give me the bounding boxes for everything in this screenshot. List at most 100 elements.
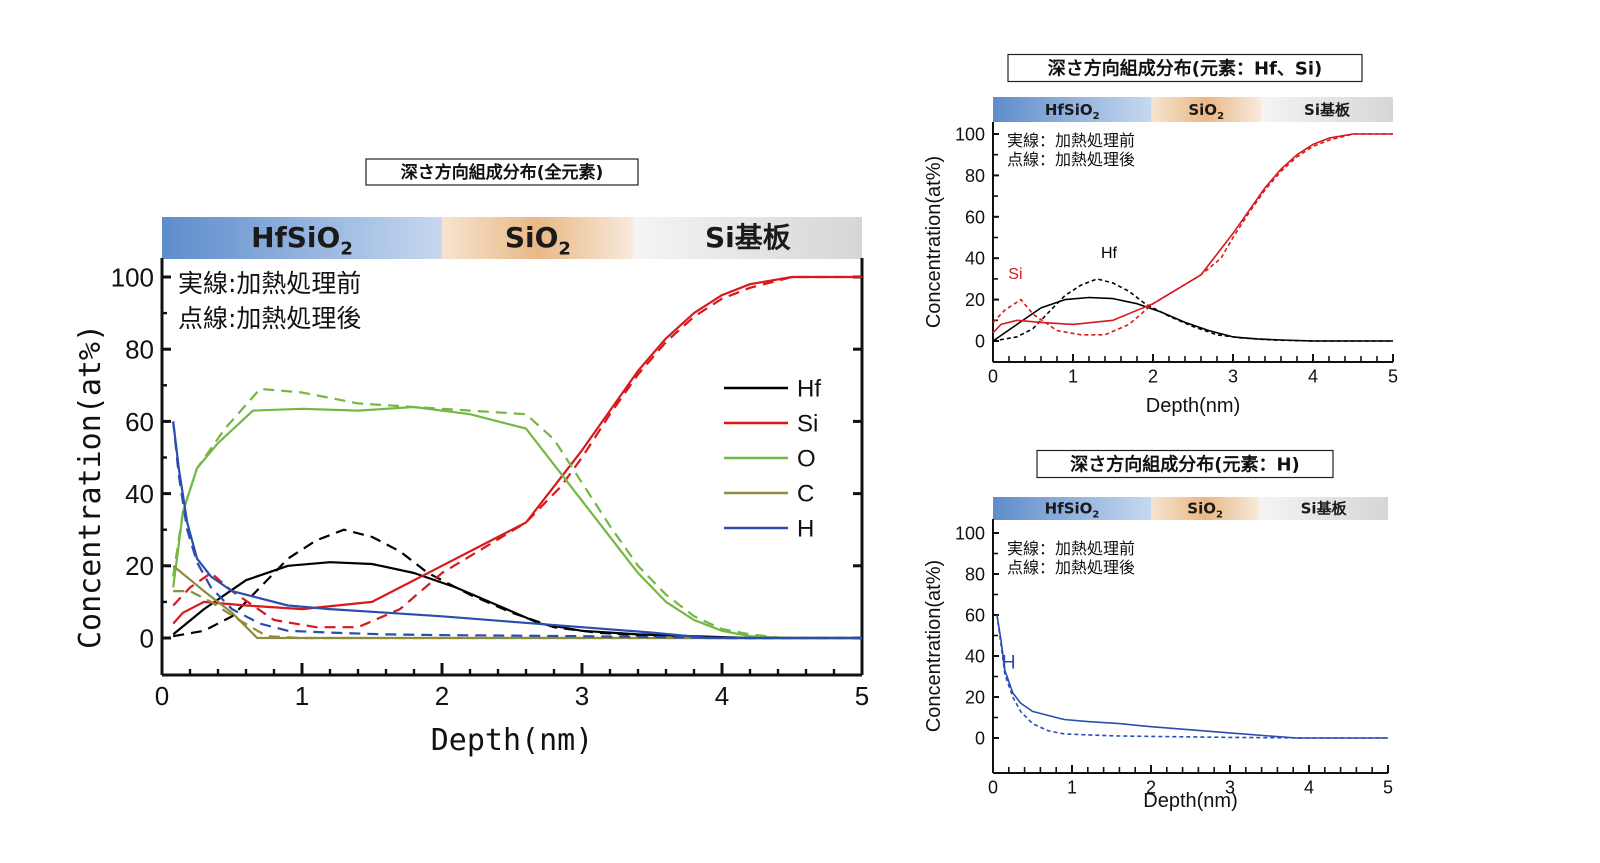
layer-label-text: Si基板 <box>705 221 791 254</box>
layer-label: Si基板 <box>1304 101 1351 119</box>
chart-title-box <box>365 158 639 186</box>
series-group <box>996 614 1388 739</box>
y-tick-label: 60 <box>965 605 985 625</box>
legend-label-h: H <box>797 516 814 543</box>
x-tick-label: 5 <box>1383 778 1393 798</box>
y-tick-label: 100 <box>955 124 985 144</box>
chart-title: 深さ方向組成分布(元素：Hf、Si) <box>1048 57 1322 79</box>
layer-band-3 <box>1259 497 1388 520</box>
x-tick-label: 5 <box>855 681 869 711</box>
legend-label-hf: Hf <box>797 376 821 403</box>
x-tick-label: 1 <box>1068 367 1078 387</box>
x-axis-label: Depth(nm) <box>431 723 594 758</box>
series-label: Hf <box>1101 245 1118 262</box>
series-group <box>992 133 1393 342</box>
series-o-solid <box>172 405 862 640</box>
series-si-solid <box>992 133 1393 334</box>
x-tick-label: 2 <box>435 681 449 711</box>
x-axis-label: Depth(nm) <box>1146 395 1240 417</box>
layer-band-1 <box>993 97 1152 122</box>
line-style-note: 点線:加熱処理後 <box>178 304 361 333</box>
y-tick-label: 0 <box>975 728 985 748</box>
layer-label: Si基板 <box>1301 500 1348 518</box>
layer-band-2 <box>442 217 634 259</box>
y-axis-label: Concentration(at%) <box>923 156 945 328</box>
x-tick-label: 3 <box>575 681 589 711</box>
layer-band-1 <box>162 217 442 259</box>
layer-label-text: Si基板 <box>1301 500 1348 518</box>
y-tick-label: 40 <box>965 646 985 666</box>
series-h-dashed <box>172 421 862 640</box>
chart-title: 深さ方向組成分布(元素：H) <box>1070 453 1300 475</box>
layer-label-text: Si基板 <box>1304 101 1351 119</box>
chart-title-box <box>1036 449 1334 479</box>
series-label: H <box>1002 652 1016 673</box>
axes: 0 20 40 60 80 100 0 1 2 3 4 5 Depth(nm) Concentration… <box>923 122 1398 417</box>
x-tick-label: 2 <box>1146 778 1156 798</box>
layer-band-3 <box>633 217 862 259</box>
y-tick-label: 60 <box>125 407 154 437</box>
legend-label-c: C <box>797 481 814 508</box>
series-h-solid <box>996 614 1388 739</box>
y-axis-label: Concentration(at%) <box>73 324 108 649</box>
y-tick-label: 0 <box>975 331 985 351</box>
series-si-dashed <box>992 133 1393 336</box>
chart-main: 深さ方向組成分布(全元素)HfSiO2 SiO2 Si基板0204060801000… <box>73 158 869 758</box>
layer-label: SiO2 <box>1187 500 1223 521</box>
series-hf-solid <box>172 561 862 640</box>
series-si-dashed <box>172 275 862 629</box>
x-tick-label: 0 <box>155 681 169 711</box>
axes: 0 20 40 60 80 100 0 1 2 3 4 5 Depth(nm) Concentration… <box>923 519 1393 812</box>
layer-label-subscript: 2 <box>1092 510 1099 521</box>
layer-band-2 <box>1151 497 1260 520</box>
y-tick-label: 80 <box>965 166 985 186</box>
chart-h: 深さ方向組成分布(元素：H)HfSiO2 SiO2 Si基板020406080100… <box>923 449 1393 812</box>
layer-label-subscript: 2 <box>340 238 353 259</box>
layer-label-subscript: 2 <box>1093 111 1100 122</box>
y-tick-label: 40 <box>965 249 985 269</box>
layer-label: HfSiO2 <box>1045 500 1100 521</box>
y-tick-label: 80 <box>965 564 985 584</box>
x-tick-label: 1 <box>1067 778 1077 798</box>
chart-title-box <box>1007 53 1363 83</box>
line-style-note: 実線:加熱処理前 <box>178 269 361 298</box>
layer-label-subscript: 2 <box>1216 510 1223 521</box>
layer-label-subscript: 2 <box>1217 111 1224 122</box>
layer-label: HfSiO2 <box>1045 101 1100 122</box>
layer-label-text: SiO <box>1188 101 1217 119</box>
line-style-note: 点線：加熱処理後 <box>1007 558 1135 577</box>
y-tick-label: 60 <box>965 207 985 227</box>
y-tick-label: 40 <box>125 479 154 509</box>
y-tick-label: 80 <box>125 335 154 365</box>
series-o-dashed <box>172 387 862 640</box>
x-tick-label: 3 <box>1228 367 1238 387</box>
y-tick-label: 0 <box>140 623 154 653</box>
layer-label-text: HfSiO <box>251 221 340 254</box>
y-tick-label: 20 <box>965 687 985 707</box>
y-tick-label: 100 <box>955 523 985 543</box>
legend: Hf Si OCH <box>724 376 821 543</box>
y-tick-label: 100 <box>111 262 154 292</box>
series-h-dashed <box>996 614 1388 739</box>
layer-band-3 <box>1261 97 1393 122</box>
x-axis-label: Depth(nm) <box>1143 790 1237 812</box>
line-style-note: 実線：加熱処理前 <box>1007 131 1135 150</box>
series-hf-solid <box>992 296 1393 342</box>
layer-band-1 <box>993 497 1151 520</box>
layer-label: HfSiO2 <box>251 221 353 259</box>
layer-label-text: HfSiO <box>1045 500 1093 518</box>
series-c-dashed <box>173 589 862 640</box>
layer-band-2 <box>1151 97 1261 122</box>
y-axis-label: Concentration(at%) <box>923 560 945 732</box>
x-tick-label: 5 <box>1388 367 1398 387</box>
chart-title: 深さ方向組成分布(全元素) <box>401 162 604 183</box>
layer-label-text: SiO <box>505 221 559 254</box>
x-tick-label: 0 <box>988 367 998 387</box>
layer-label: SiO2 <box>505 221 571 259</box>
axes: 0 20 40 60 80 100 0 1 2 3 4 5 Depth(nm) Concentration… <box>73 258 869 758</box>
layer-label-subscript: 2 <box>558 238 571 259</box>
series-h-solid <box>172 421 862 640</box>
series-group <box>172 275 862 640</box>
legend-label-o: O <box>797 446 816 473</box>
